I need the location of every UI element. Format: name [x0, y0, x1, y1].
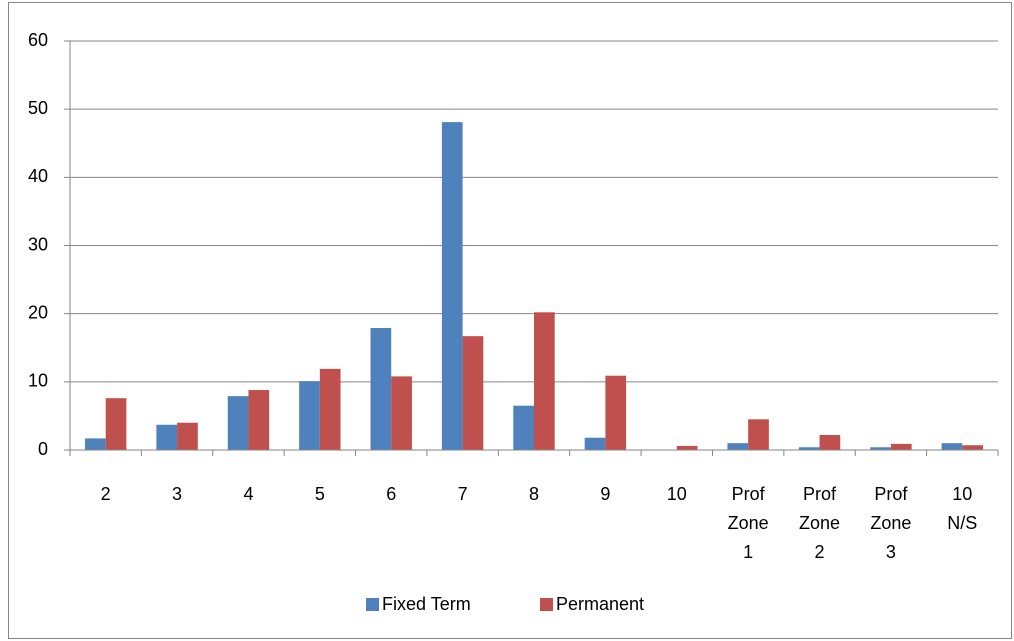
bar	[748, 419, 769, 450]
x-tick-label: Prof Zone 3	[870, 484, 912, 562]
y-tick-label: 40	[28, 166, 48, 186]
bar	[584, 437, 606, 450]
x-tick-label: Prof Zone 1	[727, 484, 769, 562]
y-tick-label: 50	[28, 98, 48, 118]
y-tick-label: 30	[28, 234, 48, 254]
bar	[299, 381, 320, 450]
bar	[676, 445, 698, 450]
bar	[605, 375, 627, 450]
bar	[156, 424, 178, 450]
bar	[227, 396, 249, 450]
x-tick-label: 8	[528, 484, 539, 504]
legend-label: Fixed Term	[382, 594, 471, 614]
x-tick-label: 3	[172, 484, 183, 504]
x-tick-label: 5	[314, 484, 325, 504]
y-tick-label: 60	[28, 30, 48, 50]
bar	[177, 422, 198, 450]
y-tick-label: 20	[28, 302, 48, 322]
x-tick-label: 10 N/S	[947, 484, 978, 533]
x-tick-label: 7	[457, 484, 468, 504]
bar	[890, 443, 912, 450]
x-tick-label: Prof Zone 2	[799, 484, 841, 562]
bar	[941, 443, 963, 450]
bar	[798, 447, 820, 450]
x-tick-label: 9	[600, 484, 611, 504]
legend-swatch	[540, 598, 553, 611]
x-tick-label: 6	[386, 484, 397, 504]
y-tick-label: 0	[38, 439, 48, 459]
bar	[727, 443, 749, 450]
bar	[870, 447, 891, 450]
bar	[319, 368, 341, 450]
bar	[370, 327, 392, 450]
x-tick-label: 10	[666, 484, 687, 504]
bar	[105, 398, 127, 450]
x-tick-label: 2	[100, 484, 111, 504]
bar	[84, 438, 106, 450]
chart-frame	[8, 2, 1012, 639]
x-tick-label: 4	[243, 484, 254, 504]
bar	[391, 376, 412, 450]
bar	[819, 435, 841, 450]
bar	[962, 445, 984, 450]
legend-label: Permanent	[556, 594, 644, 614]
bar	[248, 390, 270, 450]
bar	[534, 312, 555, 450]
bar	[462, 336, 484, 450]
y-tick-label: 10	[28, 371, 48, 391]
bar	[441, 122, 463, 450]
legend-swatch	[366, 598, 379, 611]
bar	[513, 405, 534, 450]
